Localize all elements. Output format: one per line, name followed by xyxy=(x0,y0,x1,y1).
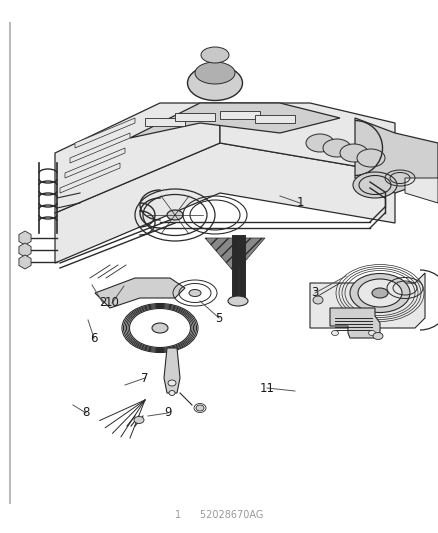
Ellipse shape xyxy=(368,330,375,335)
Polygon shape xyxy=(220,111,260,119)
Ellipse shape xyxy=(372,288,388,298)
Ellipse shape xyxy=(323,139,351,157)
Polygon shape xyxy=(65,148,125,178)
Ellipse shape xyxy=(306,134,334,152)
Ellipse shape xyxy=(350,273,410,312)
Polygon shape xyxy=(145,118,185,126)
Ellipse shape xyxy=(134,416,144,424)
Text: 7: 7 xyxy=(141,372,149,384)
Ellipse shape xyxy=(373,333,383,340)
Ellipse shape xyxy=(228,296,248,306)
Polygon shape xyxy=(220,103,395,173)
Text: 6: 6 xyxy=(90,332,98,344)
Ellipse shape xyxy=(169,391,175,395)
Polygon shape xyxy=(164,348,180,393)
Polygon shape xyxy=(330,308,380,338)
Ellipse shape xyxy=(187,66,243,101)
Ellipse shape xyxy=(196,405,204,411)
Ellipse shape xyxy=(340,144,368,162)
Ellipse shape xyxy=(189,289,201,296)
Polygon shape xyxy=(175,113,215,121)
Polygon shape xyxy=(205,238,265,273)
Polygon shape xyxy=(310,273,425,328)
Ellipse shape xyxy=(195,62,235,84)
Polygon shape xyxy=(55,143,395,263)
Ellipse shape xyxy=(152,323,168,333)
Polygon shape xyxy=(60,163,120,193)
Text: 2: 2 xyxy=(99,296,107,310)
Ellipse shape xyxy=(168,380,176,386)
Text: 8: 8 xyxy=(82,407,90,419)
Text: 10: 10 xyxy=(105,296,120,310)
Polygon shape xyxy=(355,118,438,193)
Text: 3: 3 xyxy=(311,287,319,300)
Ellipse shape xyxy=(358,279,402,307)
Text: 1: 1 xyxy=(296,197,304,209)
Ellipse shape xyxy=(332,330,339,335)
Text: 5: 5 xyxy=(215,311,223,325)
Polygon shape xyxy=(255,115,295,123)
Polygon shape xyxy=(405,178,438,203)
Ellipse shape xyxy=(353,172,397,198)
Polygon shape xyxy=(130,103,340,138)
Text: 11: 11 xyxy=(259,382,275,394)
Polygon shape xyxy=(55,103,220,213)
Polygon shape xyxy=(70,133,130,163)
Ellipse shape xyxy=(167,210,183,220)
Polygon shape xyxy=(95,278,185,308)
Text: 9: 9 xyxy=(164,407,172,419)
Ellipse shape xyxy=(357,149,385,167)
Ellipse shape xyxy=(313,296,323,304)
Ellipse shape xyxy=(201,47,229,63)
Text: 1      52028670AG: 1 52028670AG xyxy=(175,510,263,520)
Polygon shape xyxy=(75,118,135,148)
